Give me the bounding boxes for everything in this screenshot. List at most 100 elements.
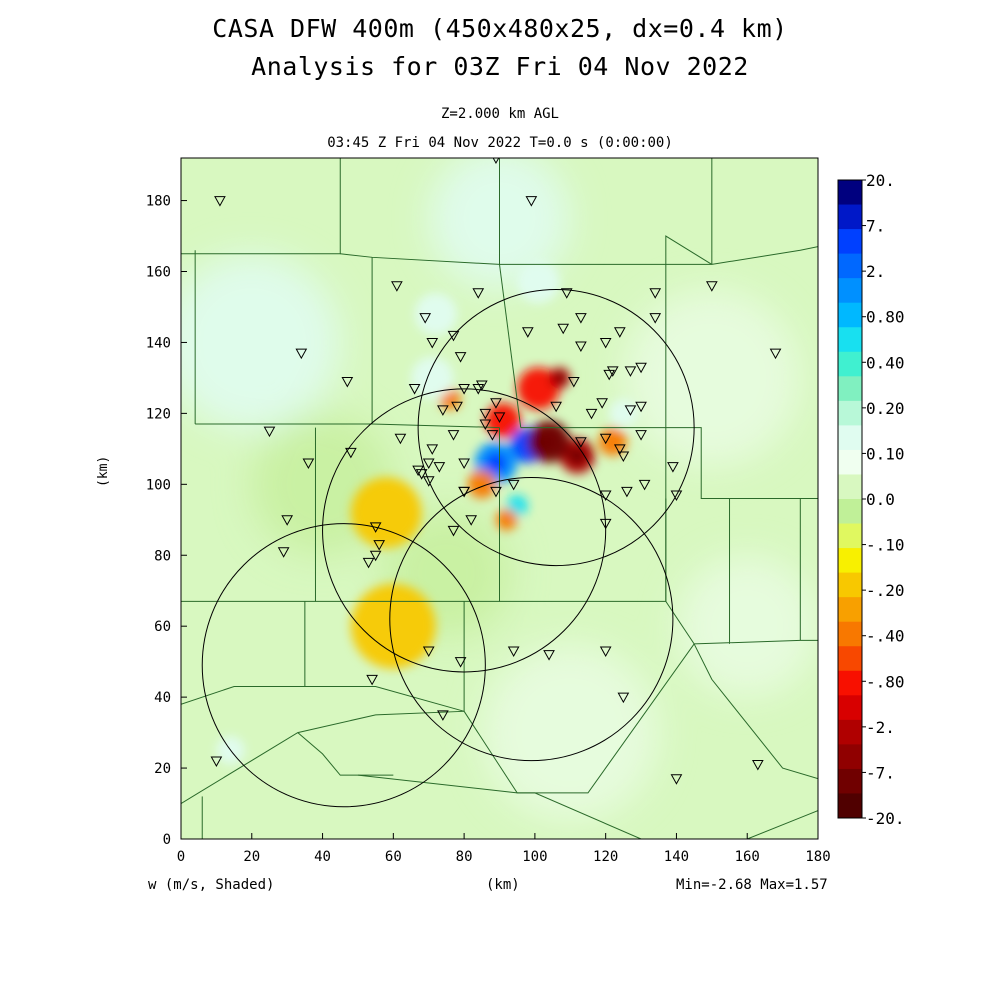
colorbar-label: 0.20 — [866, 399, 905, 418]
station-marker — [490, 398, 502, 409]
station-marker — [408, 384, 421, 395]
station-marker — [493, 412, 506, 423]
colorbar-swatch — [838, 523, 862, 549]
station-marker — [458, 458, 470, 470]
station-marker — [479, 408, 492, 420]
w-cell-core — [554, 372, 565, 384]
station-marker — [366, 674, 378, 686]
min-max-label: Min=-2.68 Max=1.57 — [676, 877, 828, 893]
colorbar-label: 0.0 — [866, 490, 895, 509]
x-axis-label: (km) — [486, 877, 520, 893]
station-marker — [210, 756, 223, 767]
x-tick-label: 40 — [314, 849, 331, 865]
colorbar-swatch — [838, 793, 862, 819]
station-marker — [624, 366, 637, 377]
station-marker — [599, 646, 612, 658]
station-marker — [281, 515, 294, 526]
station-marker — [617, 451, 630, 462]
station-marker — [599, 518, 612, 530]
colorbar-swatch — [838, 204, 862, 230]
station-marker — [447, 330, 460, 342]
station-marker — [550, 401, 562, 413]
station-marker — [575, 341, 587, 353]
x-tick-label: 80 — [456, 849, 473, 865]
x-tick-label: 180 — [805, 849, 830, 865]
time-label: 03:45 Z Fri 04 Nov 2022 T=0.0 s (0:00:00… — [327, 135, 673, 151]
colorbar-swatch — [838, 327, 862, 353]
station-marker — [585, 408, 598, 420]
level-label: Z=2.000 km AGL — [440, 106, 559, 122]
station-marker — [667, 462, 679, 473]
colorbar-swatch — [838, 278, 862, 304]
colorbar-swatch — [838, 621, 862, 647]
colorbar-label: -.20 — [866, 581, 905, 600]
x-tick-label: 100 — [522, 849, 547, 865]
colorbar-label: 0.80 — [866, 308, 905, 327]
y-tick-label: 180 — [146, 194, 171, 210]
county-line — [357, 774, 518, 794]
y-axis-label: (km) — [96, 455, 111, 487]
station-marker — [472, 288, 485, 299]
station-marker — [426, 444, 439, 455]
station-marker — [599, 433, 612, 445]
station-marker — [263, 426, 276, 438]
station-marker — [454, 657, 467, 668]
colorbar-swatch — [838, 499, 862, 525]
station-marker — [458, 384, 470, 395]
y-tick-label: 80 — [154, 548, 171, 564]
station-marker — [454, 352, 467, 363]
station-marker — [624, 405, 637, 416]
axes: 0 20 40 60 80 100 120 140 160 180 0 20 40 60 80 100 120 1… — [146, 194, 831, 865]
station-marker — [613, 444, 626, 455]
station-marker — [560, 288, 573, 299]
colorbar-swatch — [838, 302, 862, 328]
station-marker — [617, 692, 630, 704]
x-tick-label: 160 — [735, 849, 760, 865]
station-marker — [521, 327, 534, 338]
x-tick-label: 60 — [385, 849, 402, 865]
colorbar-swatch — [838, 719, 862, 745]
colorbar-swatch — [838, 180, 862, 206]
x-tick-label: 140 — [664, 849, 689, 865]
range-ring — [322, 388, 607, 673]
station-marker — [415, 469, 428, 480]
w-field — [181, 158, 818, 839]
colorbar-swatch — [838, 572, 862, 598]
y-tick-label: 0 — [163, 832, 171, 848]
station-marker — [649, 288, 662, 299]
county-line — [711, 246, 818, 265]
station-marker — [394, 433, 407, 445]
station-marker — [437, 710, 449, 721]
field-patch — [181, 253, 341, 431]
colorbar-label: 20. — [866, 171, 895, 190]
station-marker — [635, 362, 647, 374]
w-cell-core — [485, 452, 507, 474]
county-line — [747, 810, 818, 839]
x-tick-label: 120 — [593, 849, 618, 865]
colorbar-swatch — [838, 400, 862, 426]
station-marker — [705, 281, 718, 292]
colorbar-swatch — [838, 229, 862, 255]
station-marker — [670, 490, 683, 501]
station-marker — [369, 522, 382, 533]
county-line — [665, 427, 818, 499]
y-tick-label: 120 — [146, 406, 171, 422]
station-marker — [613, 327, 626, 338]
station-marker — [621, 486, 633, 498]
station-marker — [419, 313, 432, 324]
station-marker — [603, 369, 616, 381]
station-marker — [606, 366, 619, 377]
colorbar-swatch — [838, 597, 862, 623]
county-line — [195, 423, 500, 429]
w-cell — [485, 402, 521, 439]
colorbar-swatch — [838, 449, 862, 475]
range-ring — [417, 289, 695, 567]
station-marker — [486, 430, 499, 441]
chart-subtitle: Analysis for 03Z Fri 04 Nov 2022 — [251, 52, 749, 81]
station-marker — [638, 479, 651, 491]
station-marker — [422, 646, 435, 658]
station-marker — [422, 458, 435, 470]
colorbar-label: 2. — [866, 262, 885, 281]
county-line — [499, 158, 712, 265]
station-marker — [341, 376, 354, 388]
